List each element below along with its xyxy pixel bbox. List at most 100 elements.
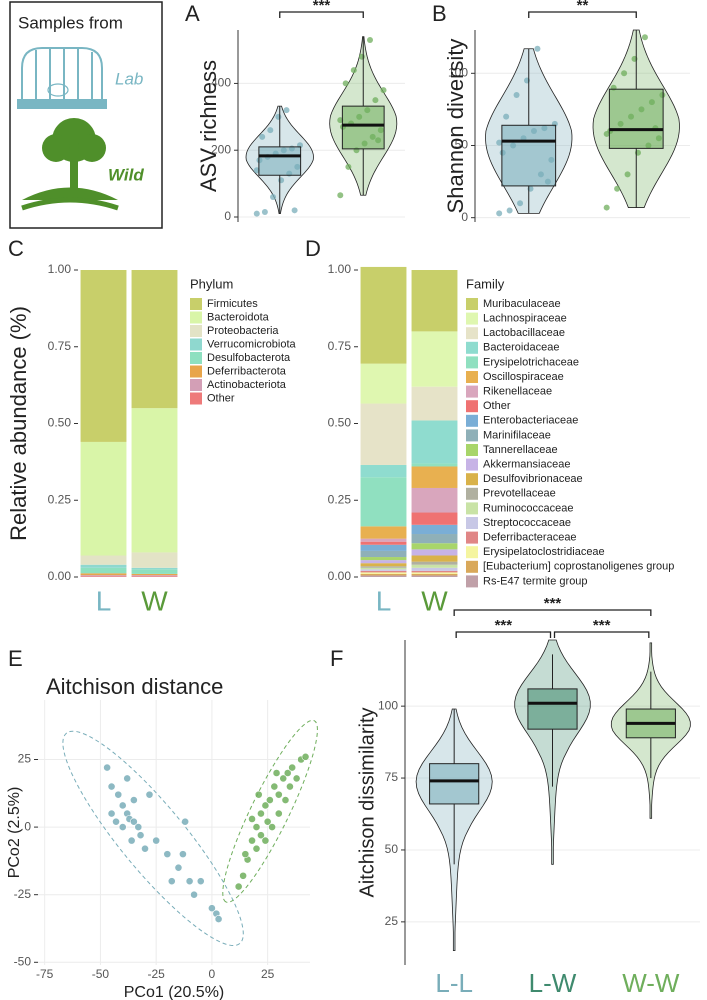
y-tick-label: 25 bbox=[385, 914, 399, 928]
bar-segment bbox=[360, 477, 407, 527]
y-tick-label: 0 bbox=[24, 819, 31, 833]
legend-label: Bacteroidaceae bbox=[483, 342, 559, 354]
legend-label: Akkermansiaceae bbox=[483, 459, 570, 471]
legend-label: Actinobacteriota bbox=[207, 379, 287, 391]
sample-legend-box: Samples from Lab Wild bbox=[9, 1, 163, 229]
legend-swatch bbox=[466, 385, 478, 398]
y-axis-label: PCo2 (2.5%) bbox=[6, 787, 23, 879]
y-tick-label: 0.25 bbox=[48, 492, 72, 506]
legend-label: Firmicutes bbox=[207, 298, 258, 310]
box bbox=[341, 105, 385, 150]
bar-segment bbox=[131, 569, 178, 574]
y-axis-label: ASV richness bbox=[196, 60, 221, 192]
box bbox=[527, 688, 578, 730]
legend-title: Phylum bbox=[190, 276, 233, 291]
box bbox=[429, 763, 480, 805]
data-point bbox=[506, 207, 513, 214]
bar-segment bbox=[411, 463, 458, 467]
bar-segment bbox=[360, 464, 407, 478]
bar-segment bbox=[411, 561, 458, 565]
y-tick-label: 1.00 bbox=[328, 262, 352, 276]
y-tick-label: -25 bbox=[14, 887, 32, 901]
bar-segment bbox=[411, 543, 458, 550]
y-tick-label: 0.50 bbox=[48, 416, 72, 430]
data-point bbox=[179, 850, 187, 859]
y-tick-label: 50 bbox=[455, 138, 469, 152]
legend-swatch bbox=[466, 575, 478, 588]
bar-segment bbox=[131, 567, 178, 570]
data-point bbox=[118, 823, 127, 831]
legend-label: Oscillospiraceae bbox=[483, 371, 564, 383]
data-point bbox=[163, 850, 172, 859]
bar-segment bbox=[360, 575, 407, 577]
data-point bbox=[278, 177, 285, 184]
data-point bbox=[261, 836, 270, 845]
y-axis-label: Aitchison dissimilarity bbox=[356, 707, 378, 897]
data-point bbox=[279, 774, 288, 783]
data-point bbox=[261, 801, 270, 810]
wild-label: Wild bbox=[108, 165, 144, 184]
bar-segment bbox=[360, 557, 407, 561]
bar-segment bbox=[360, 544, 407, 551]
data-point bbox=[253, 167, 260, 174]
legend-swatch bbox=[466, 414, 478, 427]
legend-label: Lachnospiraceae bbox=[483, 313, 567, 325]
data-point bbox=[190, 890, 198, 899]
data-point bbox=[345, 163, 352, 170]
x-tick-label: L bbox=[96, 585, 112, 616]
bar-segment bbox=[360, 560, 407, 564]
data-point bbox=[269, 193, 276, 200]
panel-letter: E bbox=[8, 646, 23, 671]
legend-label: Prevotellaceae bbox=[483, 488, 556, 500]
data-point bbox=[292, 774, 301, 783]
data-point bbox=[496, 210, 503, 217]
panel-letter: B bbox=[432, 1, 447, 26]
y-tick-label: 0 bbox=[224, 209, 231, 223]
data-point bbox=[503, 113, 510, 120]
y-axis-label: Relative abundance (%) bbox=[6, 306, 31, 541]
legend-label: Streptococcaceae bbox=[483, 517, 571, 529]
y-tick-label: 200 bbox=[211, 142, 231, 156]
data-point bbox=[274, 809, 283, 818]
data-point bbox=[248, 815, 256, 823]
confidence-ellipse bbox=[62, 730, 244, 947]
data-point bbox=[123, 774, 132, 783]
legend-swatch bbox=[466, 502, 478, 515]
legend-label: Erysipelotrichaceae bbox=[483, 356, 579, 368]
legend-swatch bbox=[466, 531, 478, 544]
bar-segment bbox=[411, 564, 458, 568]
y-tick-label: 0.75 bbox=[48, 339, 72, 353]
cage-icon bbox=[17, 47, 107, 109]
legend-swatch bbox=[466, 517, 478, 529]
x-tick-label: -75 bbox=[36, 967, 54, 981]
legend-swatch bbox=[466, 400, 478, 413]
significance-label: *** bbox=[593, 617, 611, 634]
bar-segment bbox=[80, 575, 127, 577]
x-tick-label: 25 bbox=[261, 967, 275, 981]
y-tick-label: 400 bbox=[211, 76, 231, 90]
bar-segment bbox=[131, 408, 178, 553]
x-tick-label: W-W bbox=[622, 968, 680, 998]
data-point bbox=[234, 882, 243, 891]
data-point bbox=[261, 208, 268, 215]
x-tick-label: -50 bbox=[92, 967, 110, 981]
legend-label: Rikenellaceae bbox=[483, 386, 552, 398]
legend-swatch bbox=[190, 352, 202, 364]
legend-swatch bbox=[190, 311, 202, 324]
legend-label: Verrucomicrobiota bbox=[207, 338, 297, 350]
data-point bbox=[274, 790, 283, 799]
box bbox=[258, 146, 302, 176]
y-tick-label: 75 bbox=[385, 770, 399, 784]
panel-letter: D bbox=[305, 236, 321, 261]
chart-title: Aitchison distance bbox=[46, 674, 223, 699]
data-point bbox=[496, 139, 503, 146]
data-point bbox=[239, 871, 248, 880]
legend-label: Other bbox=[207, 392, 235, 404]
panel-letter: C bbox=[8, 236, 24, 261]
legend-label: Desulfobacterota bbox=[207, 352, 291, 364]
data-point bbox=[241, 850, 250, 859]
data-point bbox=[534, 45, 541, 52]
legend-swatch bbox=[466, 473, 478, 486]
data-point bbox=[252, 823, 261, 831]
bar-segment bbox=[131, 552, 178, 568]
